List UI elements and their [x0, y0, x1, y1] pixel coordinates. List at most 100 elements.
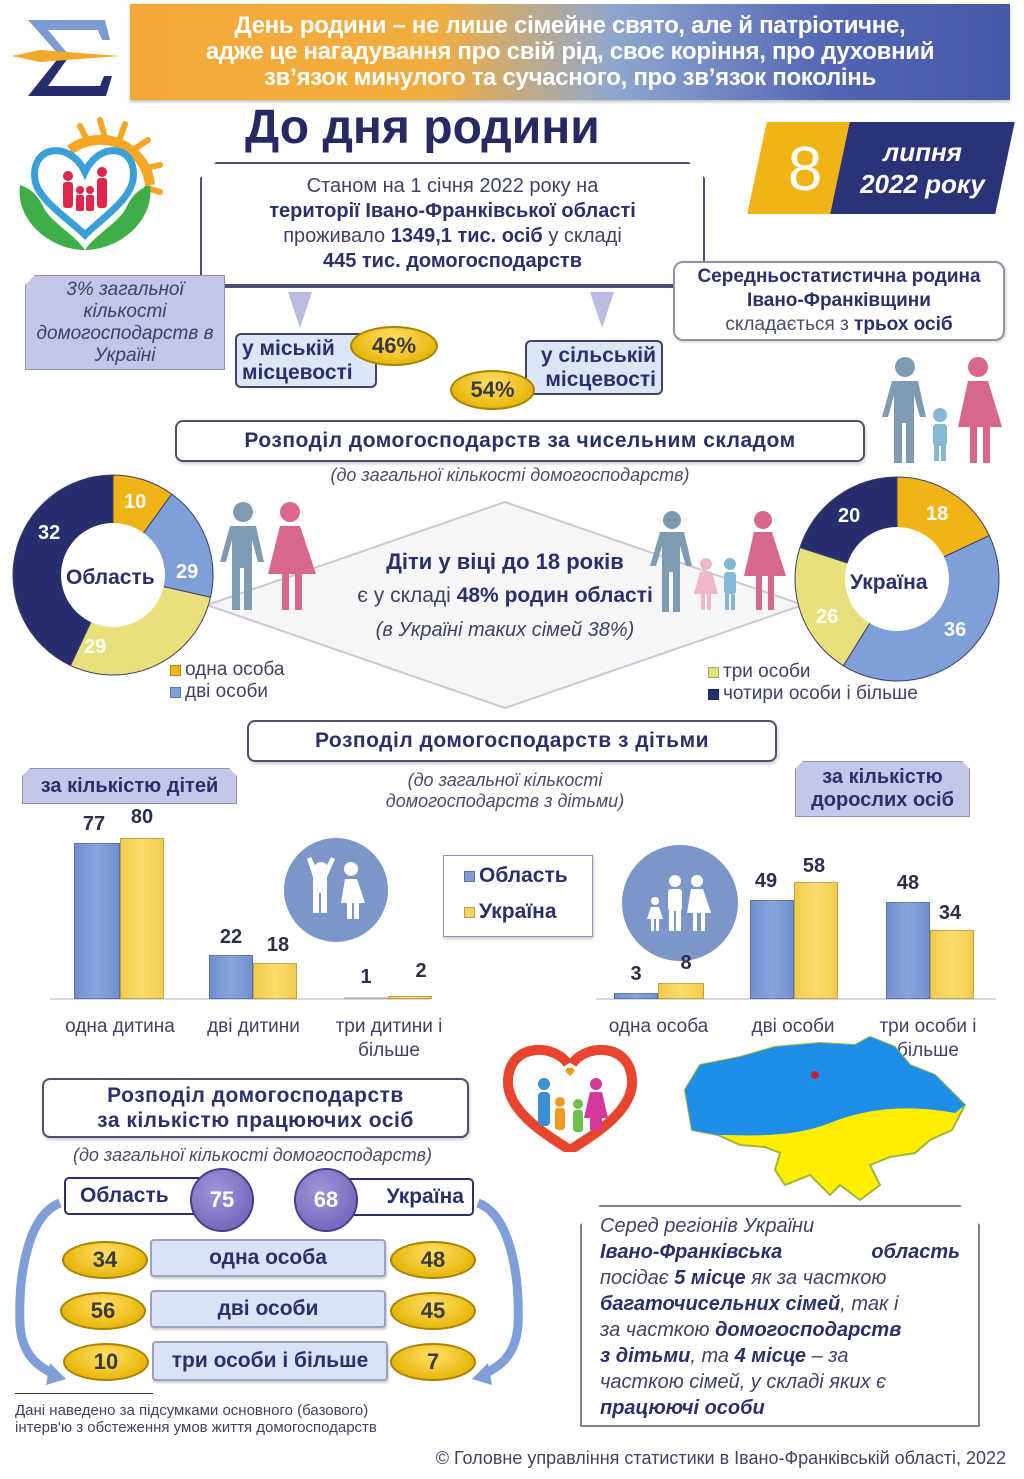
connector-line	[200, 286, 705, 288]
legend-item: Україна	[464, 900, 592, 924]
ukraine-value-badge: 45	[390, 1292, 476, 1330]
children-icon	[284, 838, 388, 942]
region-value-badge: 10	[63, 1343, 149, 1381]
population-text: проживало	[283, 225, 386, 247]
region-chip: Область	[64, 1177, 204, 1215]
rural-label: місцевості	[545, 368, 656, 391]
legend-label: одна особа	[185, 659, 285, 680]
bar-ukraine	[120, 838, 164, 999]
population-value: 1349,1 тис. осіб	[390, 225, 543, 247]
subtitle-line: (до загальної кількості	[407, 770, 603, 790]
category-label: одна особа	[608, 1016, 709, 1037]
donut-value: 36	[944, 619, 967, 641]
legend-item: три особи	[708, 661, 918, 683]
by-adults-tag: за кількістю дорослих осіб	[795, 761, 970, 817]
category-three-plus: три особи і більше	[152, 1341, 388, 1381]
legend-item: чотири особи і більше	[708, 683, 918, 705]
avg-family-text: складається з	[725, 314, 849, 335]
ukraine-map-icon	[683, 1035, 967, 1202]
bar-region	[74, 843, 120, 999]
urban-label: у міській	[242, 337, 335, 360]
ranking-text: з дітьми	[600, 1345, 691, 1367]
category-label: три особи і більше	[879, 1016, 977, 1061]
avg-family-size: трьох осіб	[854, 314, 953, 335]
donut-value: 29	[84, 636, 107, 658]
population-line: Станом на 1 січня 2022 року на	[306, 175, 599, 197]
bar-ukraine	[388, 996, 432, 999]
x-axis	[596, 998, 996, 1000]
bar-region	[344, 997, 388, 999]
tag-line: дорослих осіб	[811, 789, 954, 811]
banner-line: зв’язок минулого та сучасного, про зв’яз…	[264, 64, 876, 91]
bar-ukraine	[794, 882, 838, 999]
kids-info-text: Діти у віці до 18 років є у складі 48% р…	[300, 545, 710, 647]
curved-arrow-left-icon	[15, 1198, 66, 1385]
avg-family-region: Івано-Франківщини	[747, 290, 931, 311]
bar-value: 49	[754, 870, 778, 892]
households-value: 445 тис. домогосподарств	[322, 250, 583, 272]
household-size-subtitle: (до загальної кількості домогосподарств)	[330, 465, 690, 485]
urban-area-box: у міській місцевості	[235, 333, 377, 388]
kids-share-region: 48% родин області	[456, 584, 653, 607]
bar-value: 3	[630, 963, 642, 985]
bar-value: 58	[802, 855, 826, 877]
donut-value: 32	[38, 522, 61, 544]
bar-ukraine	[930, 930, 974, 999]
donut-center-label: Україна	[850, 571, 928, 594]
ukraine-total-badge: 68	[294, 1168, 358, 1232]
ranking-box: Серед регіонів України Івано-Франківська…	[580, 1205, 980, 1427]
kids-info-text-prefix: є у складі	[357, 584, 451, 607]
ranking-text: посідає	[600, 1267, 669, 1289]
bar-region	[209, 955, 253, 999]
footnote-divider	[15, 1393, 153, 1394]
rural-label: у сільській	[540, 344, 656, 367]
kids-info-line: Діти у віці до 18 років	[386, 549, 624, 574]
stat-sigma-logo	[12, 20, 120, 96]
footnote-line: інтерв'ю з обстеження умов життя домогос…	[15, 1419, 377, 1436]
couple-icon	[220, 502, 316, 610]
bar-value: 18	[266, 934, 290, 956]
date-month: липня	[883, 137, 962, 167]
family-icon	[647, 875, 711, 931]
legend-swatch-icon	[708, 688, 719, 700]
footnote-line: Дані наведено за підсумками основного (б…	[15, 1402, 369, 1419]
date-month-year: липня 2022 року	[850, 136, 995, 200]
ukraine-share-box: 3% загальної кількості домогосподарств в…	[25, 275, 225, 370]
ranking-text: працюючі особи	[600, 1397, 765, 1419]
region-value-badge: 34	[62, 1241, 148, 1279]
ranking-text: область	[871, 1241, 960, 1263]
rural-percent-badge: 54%	[450, 370, 535, 410]
category-two-persons: дві особи	[150, 1290, 386, 1328]
banner-line: адже це нагадування про свій рід, своє к…	[205, 38, 935, 65]
bar-ukraine	[253, 963, 297, 999]
ukraine-label: Україна	[386, 1185, 464, 1208]
page-title: До дня родини	[245, 101, 600, 154]
legend-label: дві особи	[185, 681, 269, 702]
working-header: Розподіл домогосподарств за кількістю пр…	[42, 1078, 469, 1138]
category-label: дві дитини	[207, 1016, 300, 1037]
ranking-text: , так і	[840, 1293, 899, 1315]
header-line: за кількістю працюючих осіб	[97, 1109, 414, 1132]
ranking-text: , та	[690, 1345, 730, 1367]
avg-family-line: Середньостатистична родина	[697, 266, 981, 287]
bar-value: 48	[896, 872, 920, 894]
ranking-text: як за часткою	[751, 1267, 887, 1289]
header-banner: День родини – не лише сімейне свято, але…	[130, 4, 1010, 100]
ranking-line: часткою сімей, у складі яких є	[600, 1371, 886, 1393]
family-hands-logo-icon	[19, 117, 163, 250]
legend-swatch-icon	[170, 664, 181, 676]
bar-value: 8	[680, 952, 692, 974]
ukraine-value-badge: 48	[390, 1241, 476, 1279]
arrow-down-icon	[590, 292, 614, 328]
bar-chart-legend: Область Україна	[443, 855, 593, 937]
bar-region	[750, 900, 794, 999]
ranking-text: багаточисельних сімей	[600, 1293, 841, 1315]
bar-ukraine	[658, 983, 704, 999]
ranking-line: Серед регіонів України	[600, 1215, 815, 1237]
legend-item: одна особа	[170, 659, 284, 681]
copyright: © Головне управління статистики в Івано-…	[435, 1448, 1006, 1468]
category-label: одна дитина	[65, 1016, 175, 1037]
ranking-place-5: 5 місце	[674, 1267, 746, 1289]
date-day: 8	[787, 135, 823, 204]
ranking-region: Івано-Франківська	[600, 1241, 783, 1263]
